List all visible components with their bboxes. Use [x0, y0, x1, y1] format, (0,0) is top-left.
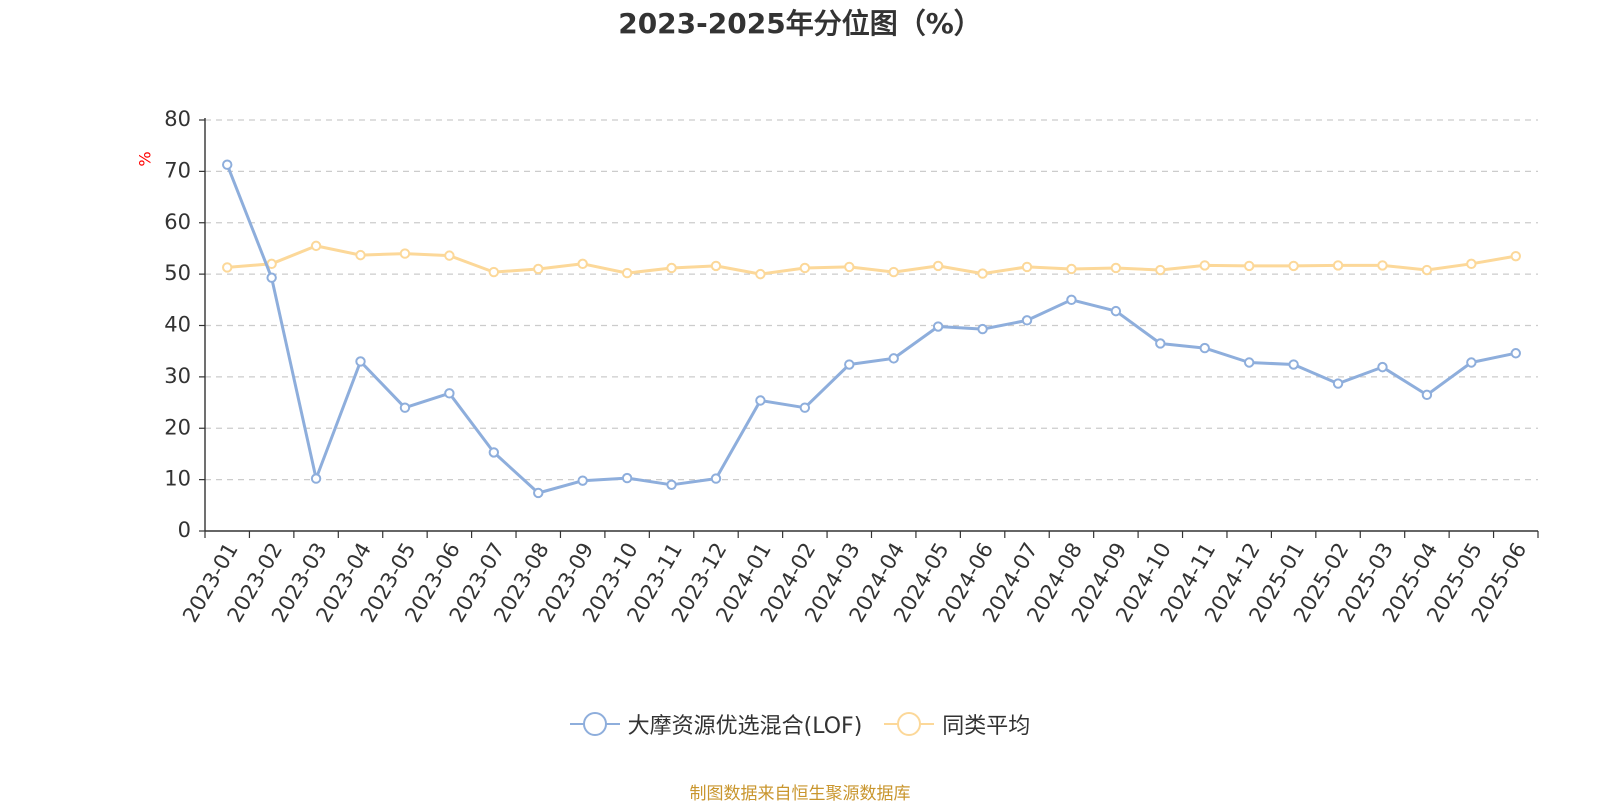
data-point-fund — [1243, 357, 1255, 368]
y-tick-label: 20 — [164, 415, 191, 439]
data-point-fund — [1066, 294, 1077, 306]
data-point-average — [310, 240, 322, 252]
legend-swatch-average — [884, 711, 935, 737]
data-point-fund — [577, 475, 588, 486]
data-source-note: 制图数据来自恒生聚源数据库 — [689, 784, 911, 804]
y-tick-label: 40 — [164, 313, 191, 337]
data-point-average — [666, 262, 677, 274]
data-point-average — [755, 268, 766, 280]
data-point-fund — [799, 402, 811, 413]
legend-label-fund: 大摩资源优选混合(LOF) — [627, 714, 863, 739]
data-point-average — [888, 266, 899, 278]
data-point-fund — [444, 388, 455, 399]
data-point-fund — [1421, 389, 1433, 401]
data-point-average — [355, 249, 366, 261]
data-point-average — [1510, 250, 1521, 262]
legend: 大摩资源优选混合(LOF) 同类平均 — [0, 708, 1600, 740]
data-point-fund — [932, 321, 944, 332]
data-point-average — [399, 248, 411, 259]
data-point-fund — [399, 402, 411, 413]
data-point-average — [1377, 260, 1388, 271]
data-point-average — [1066, 263, 1077, 275]
data-point-average — [977, 268, 988, 279]
data-point-fund — [1510, 348, 1521, 359]
legend-item-average[interactable]: 同类平均 — [884, 708, 1030, 740]
data-point-average — [1243, 260, 1255, 272]
data-point-average — [444, 250, 455, 261]
data-point-average — [1332, 260, 1344, 271]
data-point-fund — [1466, 357, 1477, 368]
data-point-average — [222, 262, 233, 273]
y-tick-label: 80 — [164, 107, 191, 131]
data-point-fund — [1377, 361, 1388, 373]
y-tick-label: 10 — [164, 467, 191, 491]
data-point-average — [1110, 262, 1122, 274]
data-point-average — [577, 258, 588, 270]
y-tick-label: 30 — [164, 364, 191, 388]
data-point-fund — [1332, 378, 1344, 389]
data-point-fund — [710, 473, 722, 484]
data-point-fund — [1021, 315, 1033, 326]
data-point-average — [1421, 264, 1433, 276]
legend-swatch-fund — [569, 711, 620, 737]
data-point-average — [799, 262, 811, 274]
y-tick-label: 50 — [164, 261, 191, 285]
data-point-fund — [621, 472, 633, 484]
data-point-average — [1466, 258, 1477, 270]
data-point-fund — [488, 447, 500, 458]
series-line-average — [225, 244, 1518, 276]
data-point-fund — [266, 272, 277, 283]
data-point-fund — [1110, 305, 1122, 317]
y-axis-label: % — [136, 151, 155, 166]
data-point-fund — [666, 479, 677, 490]
data-point-fund — [310, 473, 322, 484]
data-point-average — [621, 267, 633, 279]
data-point-fund — [1288, 359, 1299, 370]
data-point-fund — [1199, 342, 1210, 354]
chart-title: 2023-2025年分位图（%） — [618, 7, 982, 40]
data-point-average — [1288, 260, 1299, 272]
legend-label-average: 同类平均 — [942, 714, 1031, 739]
legend-item-fund[interactable]: 大摩资源优选混合(LOF) — [569, 708, 863, 740]
data-point-fund — [533, 487, 544, 499]
y-tick-label: 0 — [178, 518, 191, 542]
data-point-fund — [355, 356, 366, 367]
data-point-average — [844, 261, 855, 273]
series-lines — [222, 159, 1521, 499]
series-line-fund — [225, 163, 1518, 495]
data-point-average — [488, 266, 500, 278]
data-point-fund — [977, 323, 988, 335]
data-point-average — [710, 260, 722, 272]
data-point-fund — [844, 359, 855, 370]
data-point-average — [1021, 261, 1033, 273]
data-point-fund — [222, 159, 233, 170]
data-point-fund — [1155, 338, 1166, 349]
data-point-fund — [755, 395, 766, 406]
data-point-fund — [888, 353, 899, 364]
grid-lines — [205, 119, 1538, 481]
data-point-average — [533, 263, 544, 275]
y-tick-label: 60 — [164, 210, 191, 234]
data-point-average — [932, 260, 944, 272]
data-point-average — [1155, 264, 1166, 276]
y-tick-label: 70 — [164, 158, 191, 182]
data-point-average — [1199, 260, 1210, 271]
